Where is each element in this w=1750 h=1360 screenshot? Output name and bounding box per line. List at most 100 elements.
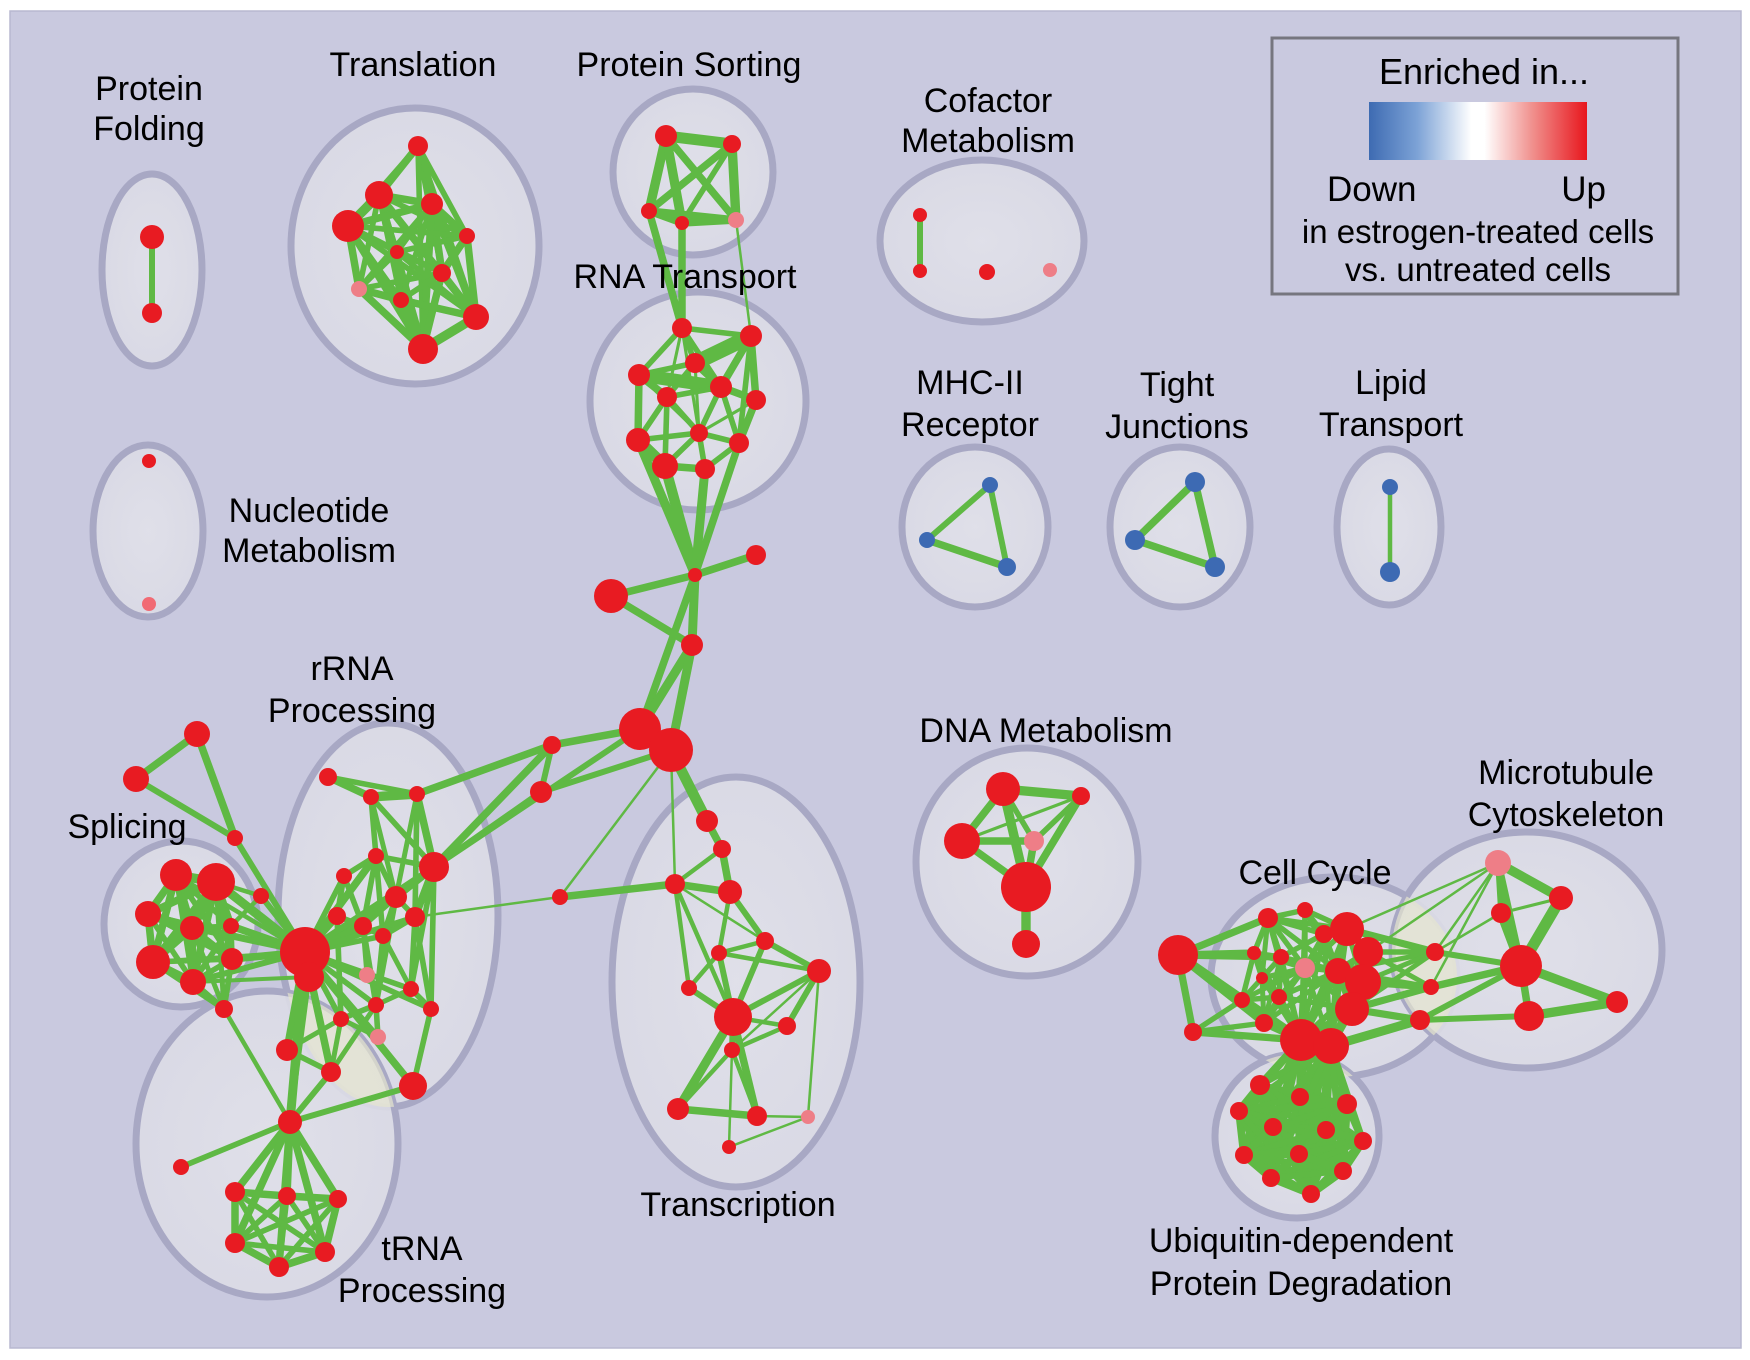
node-s1 xyxy=(160,859,192,891)
node-tf2 xyxy=(711,945,727,961)
node-rp2 xyxy=(370,1029,386,1045)
node-tj2 xyxy=(1125,530,1145,550)
node-tr3 xyxy=(421,193,443,215)
edge-cc1-cc13 xyxy=(1190,997,1245,1035)
edge-ps1-ps5 xyxy=(662,132,740,224)
edge-tr1-tr5 xyxy=(415,143,470,239)
node-r8 xyxy=(328,907,346,925)
node-m1 xyxy=(982,477,998,493)
edge-tc-ti xyxy=(672,881,736,1020)
edge-s3-hub xyxy=(145,911,308,955)
node-hubB xyxy=(649,728,693,772)
node-cc3 xyxy=(1297,902,1313,918)
node-tb xyxy=(713,840,731,858)
edge-tn3-tn5 xyxy=(276,1196,341,1270)
node-cc1 xyxy=(1184,1023,1202,1041)
node-s5 xyxy=(223,918,239,934)
node-r11 xyxy=(375,928,391,944)
node-s9 xyxy=(215,1000,233,1018)
edge-hubB-hubL2 xyxy=(538,747,674,795)
node-m3 xyxy=(998,558,1016,576)
node-r13 xyxy=(368,997,384,1013)
node-u2 xyxy=(1291,1088,1309,1106)
edge-hubL1-r6 xyxy=(430,741,556,871)
edge-tl-tm xyxy=(674,1105,761,1120)
node-r9 xyxy=(354,917,372,935)
edge-hub2-th0 xyxy=(287,974,312,1125)
node-r18 xyxy=(399,1072,427,1100)
edge-r3-r7 xyxy=(393,791,420,900)
node-rt2 xyxy=(740,325,762,347)
node-r6 xyxy=(419,852,449,882)
edge-s4-s9 xyxy=(189,925,227,1012)
node-to xyxy=(722,1140,736,1154)
node-cc15 xyxy=(1335,992,1369,1026)
node-mt2 xyxy=(1491,903,1511,923)
node-cf1 xyxy=(913,208,927,222)
node-s8 xyxy=(221,948,243,970)
node-hub xyxy=(280,927,330,977)
legend-down-label: Down xyxy=(1327,170,1416,209)
edge-tk-to xyxy=(727,1048,734,1149)
node-t3 xyxy=(227,830,243,846)
edge-tn2-tn5 xyxy=(276,1193,290,1270)
node-d2 xyxy=(1072,787,1090,805)
edge-tr4-tr5 xyxy=(345,223,470,239)
node-rt9 xyxy=(626,428,650,452)
node-td xyxy=(718,880,742,904)
cluster-label-splicing: Splicing xyxy=(67,808,186,846)
cluster-label-lipid-transport: Lipid Transport xyxy=(1319,364,1464,444)
node-rt3 xyxy=(685,353,705,373)
node-tr1 xyxy=(408,136,428,156)
node-s3 xyxy=(135,901,161,927)
edge-sn-tc xyxy=(556,880,679,901)
node-r16 xyxy=(276,1039,298,1061)
cluster-label-dna-metabolism: DNA Metabolism xyxy=(919,712,1172,750)
network-nodes-layer xyxy=(123,125,1628,1277)
node-tj1 xyxy=(1185,472,1205,492)
node-c3 xyxy=(594,579,628,613)
node-u9 xyxy=(1290,1145,1308,1163)
edge-tr5-tr6 xyxy=(394,233,470,255)
node-u1 xyxy=(1250,1075,1270,1095)
node-r5 xyxy=(336,868,352,884)
node-bn2 xyxy=(1423,979,1439,995)
edge-r13-r17 xyxy=(328,1002,379,1075)
node-rt5 xyxy=(657,387,677,407)
edge-th0-tn3 xyxy=(286,1118,342,1203)
edge-to-tnn xyxy=(727,1115,810,1149)
cluster-ellipse-nucleotide-metabolism xyxy=(89,441,207,621)
edge-r7-r13 xyxy=(373,894,399,1008)
node-r12 xyxy=(403,981,419,997)
edge-rt2-rt10 xyxy=(736,333,754,446)
edge-tn1-tn5 xyxy=(232,1189,282,1270)
edge-r2-r6 xyxy=(368,794,437,870)
node-tr10 xyxy=(463,304,489,330)
node-c2 xyxy=(746,545,766,565)
edge-sn-r10 xyxy=(413,895,562,919)
edge-r6-r12 xyxy=(408,864,437,992)
node-rt4 xyxy=(628,364,650,386)
edge-ps5-rt2 xyxy=(734,218,753,338)
edge-r10-r14 xyxy=(412,914,434,1012)
node-d1 xyxy=(986,772,1020,806)
edge-t1-t3 xyxy=(193,730,239,842)
edge-r2-r7 xyxy=(368,794,399,900)
node-tl xyxy=(667,1098,689,1120)
edge-sn-hubB xyxy=(558,748,673,899)
node-s2 xyxy=(197,863,235,901)
edge-ch2-cc5 xyxy=(1328,926,1350,1049)
edge-tk-tm xyxy=(729,1047,760,1119)
node-r15 xyxy=(333,1011,349,1027)
edge-ps4-ps5 xyxy=(678,216,740,227)
node-cc9 xyxy=(1295,958,1315,978)
node-tn5 xyxy=(269,1257,289,1277)
edge-tk-tl xyxy=(675,1047,735,1112)
node-d3 xyxy=(944,823,980,859)
edge-tn2-tn4 xyxy=(232,1193,290,1246)
node-r3 xyxy=(409,786,425,802)
edge-tc-th xyxy=(672,881,692,991)
node-cc6 xyxy=(1353,937,1383,967)
cluster-label-translation: Translation xyxy=(330,46,497,84)
